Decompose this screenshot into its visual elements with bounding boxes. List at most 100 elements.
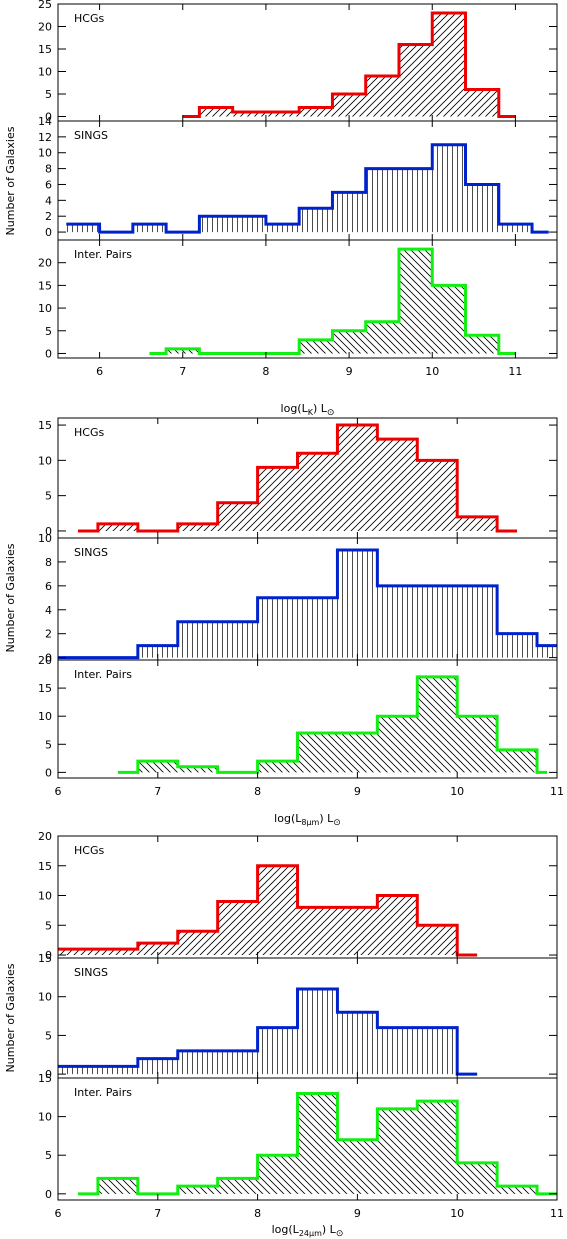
x-tick-label: 8 xyxy=(262,365,269,378)
histogram-bin xyxy=(497,750,537,772)
panel-sings: 0 2 4 6 8 10 12 14 SINGS xyxy=(38,115,558,241)
x-tick-label: 7 xyxy=(179,365,186,378)
y-tick-label: 5 xyxy=(45,88,52,101)
panel-inter-pairs: 0 5 10 15 20 Inter. Pairs xyxy=(38,654,558,779)
x-tick-label: 7 xyxy=(154,785,161,798)
y-tick-label: 0 xyxy=(45,525,52,538)
y-tick-label: 12 xyxy=(38,131,52,144)
y-tick-label: 10 xyxy=(38,454,52,467)
x-tick-label: 8 xyxy=(254,1207,261,1220)
histogram-bin xyxy=(377,1028,457,1074)
histogram-bin xyxy=(457,716,497,772)
histogram-bin xyxy=(299,340,332,354)
histogram-bin xyxy=(199,216,232,232)
histogram-bin xyxy=(178,931,218,955)
y-tick-label: 0 xyxy=(45,226,52,239)
panel-label: HCGs xyxy=(74,426,104,439)
y-tick-label: 20 xyxy=(38,830,52,843)
histogram-hatch-fill xyxy=(117,676,548,773)
histogram-bin xyxy=(298,453,338,531)
histogram-bin xyxy=(377,586,417,658)
histogram-hatch-fill xyxy=(77,425,518,531)
y-tick-label: 2 xyxy=(45,210,52,223)
figure-2: 0 5 10 15 HCGs 0 2 4 6 8 10 SINGS 0 5 10 15 20 Inter. Pai… xyxy=(4,417,564,828)
panel-label: HCGs xyxy=(74,844,104,857)
histogram-bin xyxy=(218,503,258,531)
panel-inter-pairs: 0 5 10 15 Inter. Pairs xyxy=(38,1072,558,1201)
histogram-bin xyxy=(337,1012,377,1074)
y-tick-label: 14 xyxy=(38,115,52,128)
histogram-bin xyxy=(466,184,499,232)
y-tick-label: 8 xyxy=(45,556,52,569)
x-axis-title: log(L24μm) L⊙ xyxy=(272,1223,344,1239)
panel-hcgs: 0 5 10 15 HCGs xyxy=(38,417,558,539)
panel-sings: 0 5 10 15 SINGS xyxy=(38,952,558,1081)
x-tick-label: 9 xyxy=(346,365,353,378)
histogram-bin xyxy=(457,586,497,658)
x-tick-label: 10 xyxy=(450,1207,464,1220)
y-tick-label: 0 xyxy=(45,1188,52,1201)
histogram-hatch-fill xyxy=(77,1093,558,1194)
y-tick-label: 15 xyxy=(38,1072,52,1085)
histogram-bin xyxy=(337,1140,377,1194)
x-tick-label: 6 xyxy=(55,785,62,798)
x-tick-label: 11 xyxy=(550,1207,564,1220)
y-tick-label: 2 xyxy=(45,628,52,641)
histogram-bin xyxy=(377,439,417,531)
histogram-bin xyxy=(332,331,365,354)
y-axis-title: Number of Galaxies xyxy=(4,963,17,1072)
y-tick-label: 10 xyxy=(38,710,52,723)
y-tick-label: 5 xyxy=(45,738,52,751)
panel-inter-pairs: 0 5 10 15 20 Inter. Pairs xyxy=(38,239,558,360)
panel-label: Inter. Pairs xyxy=(74,668,132,681)
histogram-bin xyxy=(377,716,417,772)
histogram-bin xyxy=(258,866,298,955)
histogram-bin xyxy=(337,733,377,772)
x-tick-label: 6 xyxy=(96,365,103,378)
y-tick-label: 10 xyxy=(38,147,52,160)
histogram-hatch-fill xyxy=(58,865,478,956)
y-tick-label: 15 xyxy=(38,682,52,695)
histogram-bin xyxy=(258,761,298,772)
panel-frame xyxy=(57,239,558,359)
histogram-bin xyxy=(377,896,417,956)
y-tick-label: 10 xyxy=(38,66,52,79)
panel-frame xyxy=(57,1077,558,1201)
x-axis-title: log(L8μm) L⊙ xyxy=(274,812,341,828)
histogram-bin xyxy=(298,1093,338,1193)
histogram-bin xyxy=(98,1178,138,1193)
y-tick-label: 20 xyxy=(38,21,52,34)
y-tick-label: 0 xyxy=(45,347,52,360)
y-tick-label: 15 xyxy=(38,952,52,965)
y-tick-label: 5 xyxy=(45,325,52,338)
histogram-bin xyxy=(417,460,457,531)
panel-hcgs: 0 5 10 15 20 HCGs xyxy=(38,830,558,962)
y-tick-label: 10 xyxy=(38,302,52,315)
histogram-bin xyxy=(366,169,399,232)
histogram-bin xyxy=(537,646,557,658)
y-tick-label: 20 xyxy=(38,654,52,667)
histogram-bin xyxy=(337,425,377,531)
x-tick-label: 10 xyxy=(450,785,464,798)
y-tick-label: 15 xyxy=(38,279,52,292)
histogram-bin xyxy=(417,925,457,955)
histogram-outline xyxy=(58,864,478,957)
panel-label: SINGS xyxy=(74,966,108,979)
histogram-bin xyxy=(218,622,258,658)
y-tick-label: 8 xyxy=(45,163,52,176)
histogram-bin xyxy=(466,335,499,353)
y-tick-label: 0 xyxy=(45,652,52,665)
histogram-bin xyxy=(298,907,378,955)
histogram-bin xyxy=(298,733,338,772)
x-tick-label: 11 xyxy=(508,365,522,378)
y-tick-label: 4 xyxy=(45,194,52,207)
histogram-bin xyxy=(457,1163,497,1194)
histogram-hatch-fill xyxy=(58,988,478,1075)
y-tick-label: 15 xyxy=(38,419,52,432)
panel-hcgs: 0 5 10 15 20 25 HCGs xyxy=(38,0,558,124)
panel-label: Inter. Pairs xyxy=(74,1086,132,1099)
x-tick-label: 9 xyxy=(354,1207,361,1220)
histogram-outline xyxy=(66,143,549,234)
histogram-bin xyxy=(299,208,332,232)
